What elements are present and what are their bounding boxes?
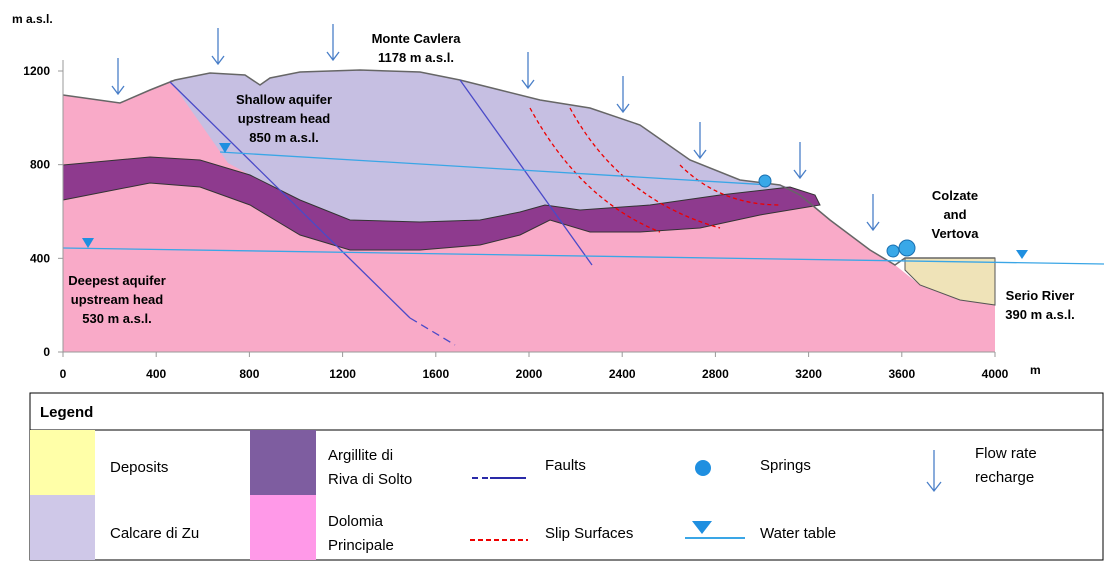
legend-label: Dolomia — [328, 513, 384, 530]
legend-arrow — [927, 450, 941, 491]
x-tick-label: 3200 — [795, 367, 822, 381]
annotation: Monte Cavlera — [372, 31, 462, 46]
legend-water-marker — [692, 521, 712, 534]
annotation: Colzate — [932, 188, 978, 203]
cross-section: m a.s.l. m Monte Cavlera 1178 m a.s.l. S… — [0, 0, 1104, 561]
legend-spring — [695, 460, 711, 476]
x-tick-label: 4000 — [982, 367, 1009, 381]
legend-label: Calcare di Zu — [110, 525, 199, 542]
annotation: 1178 m a.s.l. — [378, 50, 454, 65]
legend-label: Argillite di — [328, 447, 393, 464]
annotation: upstream head — [238, 111, 331, 126]
x-tick-label: 800 — [239, 367, 259, 381]
legend-label: Faults — [545, 457, 586, 474]
y-axis-label: m a.s.l. — [12, 12, 53, 26]
legend-label: Riva di Solto — [328, 471, 412, 488]
legend: Legend Deposits Calcare di Zu Argillite … — [30, 393, 1103, 560]
x-tick-label: 1600 — [422, 367, 449, 381]
annotation: 850 m a.s.l. — [249, 130, 318, 145]
legend-label: Springs — [760, 457, 811, 474]
annotation: and — [943, 207, 966, 222]
annotation: upstream head — [71, 292, 164, 307]
annotation: Serio River — [1006, 288, 1075, 303]
legend-label: Principale — [328, 537, 394, 554]
annotation: Vertova — [932, 226, 980, 241]
annotation: 390 m a.s.l. — [1005, 307, 1074, 322]
x-tick-label: 2800 — [702, 367, 729, 381]
annotation: Shallow aquifer — [236, 92, 332, 107]
legend-title: Legend — [40, 404, 93, 421]
x-tick-label: 2400 — [609, 367, 636, 381]
y-tick-label: 0 — [43, 345, 50, 359]
y-tick-label: 800 — [30, 158, 50, 172]
x-axis-label: m — [1030, 363, 1041, 377]
legend-label: Water table — [760, 525, 836, 542]
annotation: 530 m a.s.l. — [82, 311, 151, 326]
legend-label: Deposits — [110, 459, 168, 476]
swatch — [30, 430, 95, 495]
x-tick-label: 2000 — [516, 367, 543, 381]
y-tick-label: 400 — [30, 251, 50, 265]
legend-label: Slip Surfaces — [545, 525, 633, 542]
x-tick-label: 3600 — [888, 367, 915, 381]
swatch — [250, 495, 316, 560]
x-tick-label: 400 — [146, 367, 166, 381]
y-tick-label: 1200 — [23, 64, 50, 78]
swatch — [250, 430, 316, 495]
x-tick-label: 0 — [60, 367, 67, 381]
x-tick-label: 1200 — [329, 367, 356, 381]
legend-label: Flow rate — [975, 445, 1037, 462]
annotation: Deepest aquifer — [68, 273, 166, 288]
legend-label: recharge — [975, 469, 1034, 486]
swatch — [30, 495, 95, 560]
